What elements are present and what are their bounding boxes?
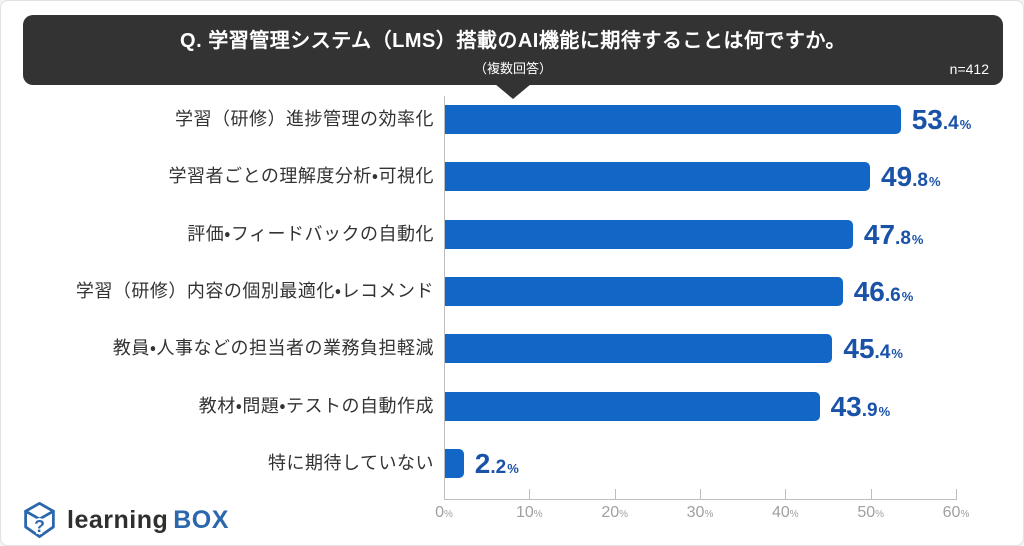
x-tick-label: 0% — [435, 504, 453, 521]
bar-value: 53.4% — [911, 104, 972, 135]
x-tick — [444, 489, 445, 499]
category-label: 評価・フィードバックの自動化 — [187, 224, 434, 244]
svg-text:?: ? — [34, 516, 45, 536]
bar-value: 47.8% — [863, 219, 924, 250]
x-tick — [700, 489, 701, 499]
category-label: 教員・人事などの担当者の業務負担軽減 — [112, 338, 434, 358]
logo-text-box: BOX — [173, 505, 229, 534]
bar-value: 43.9% — [830, 391, 891, 422]
banner-pointer-triangle — [495, 84, 531, 99]
bar — [445, 220, 853, 249]
bar-value: 2.2% — [474, 448, 519, 479]
x-tick-label: 30% — [686, 504, 714, 521]
question-banner: Q. 学習管理システム（LMS）搭載のAI機能に期待することは何ですか。 （複数… — [23, 15, 1003, 85]
x-axis-line — [444, 499, 957, 500]
category-label: 特に期待していない — [268, 453, 434, 473]
category-label: 学習（研修）進捗管理の効率化 — [175, 109, 434, 129]
bar-value: 49.8% — [881, 161, 941, 192]
x-tick-label: 10% — [515, 504, 543, 521]
x-tick-label: 50% — [857, 504, 885, 521]
bar — [445, 334, 833, 363]
bar — [445, 449, 464, 478]
learningbox-logo: ? learning BOX — [21, 500, 229, 540]
category-label: 学習者ごとの理解度分析・可視化 — [168, 166, 434, 186]
bar — [445, 277, 843, 306]
x-tick — [614, 489, 616, 499]
x-tick — [956, 489, 957, 499]
logo-text: learning BOX — [67, 506, 229, 535]
question-title: Q. 学習管理システム（LMS）搭載のAI機能に期待することは何ですか。 — [180, 30, 846, 52]
bar-value: 45.4% — [843, 333, 903, 364]
logo-text-learning: learning — [67, 505, 169, 534]
x-tick — [870, 489, 872, 499]
bar — [445, 105, 901, 134]
sample-size: n=412 — [949, 61, 989, 77]
cube-question-icon: ? — [24, 501, 55, 539]
x-tick-label: 40% — [771, 504, 799, 521]
y-axis-line — [444, 96, 445, 499]
x-tick — [785, 489, 787, 499]
bar-value: 46.6% — [853, 276, 914, 307]
bar — [445, 392, 820, 421]
category-label: 教材・問題・テストの自動作成 — [198, 396, 434, 416]
bar — [445, 162, 870, 191]
x-tick-label: 60% — [942, 504, 970, 521]
category-label: 学習（研修）内容の個別最適化・レコメンド — [75, 281, 434, 301]
x-tick-label: 20% — [601, 504, 629, 521]
multiple-answer-note: （複数回答） — [473, 61, 552, 76]
x-tick — [529, 489, 531, 499]
